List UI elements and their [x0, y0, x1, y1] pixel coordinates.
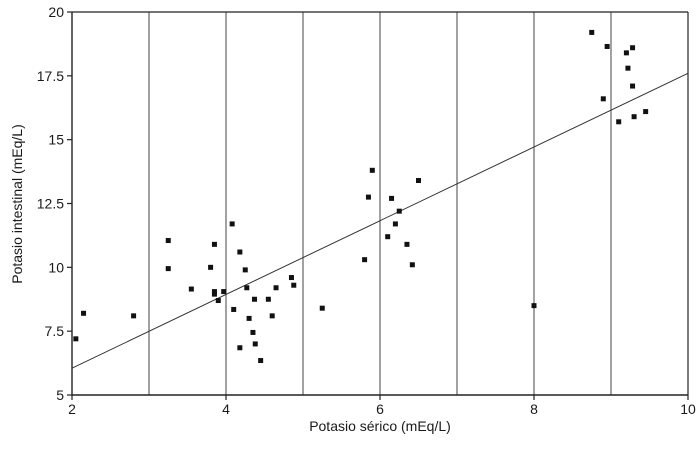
- data-point: [369, 167, 375, 173]
- data-point: [131, 313, 137, 319]
- data-point: [631, 114, 637, 120]
- data-point: [229, 221, 235, 227]
- data-point: [251, 296, 257, 302]
- data-point: [269, 313, 275, 319]
- x-tick-label: 4: [222, 401, 230, 417]
- y-tick-label: 12.5: [37, 196, 64, 212]
- data-point: [211, 291, 217, 297]
- data-point: [589, 29, 595, 35]
- data-point: [73, 336, 79, 342]
- labels-layer: 5 7.5 10 12.5 15 17.5 20 2 4 6 8 10: [37, 4, 696, 417]
- data-point: [242, 267, 248, 273]
- fit-layer: [71, 72, 689, 369]
- data-point: [600, 96, 606, 102]
- data-point: [165, 266, 171, 272]
- data-point: [211, 241, 217, 247]
- data-point: [250, 329, 256, 335]
- data-point: [319, 305, 325, 311]
- data-point: [258, 358, 264, 364]
- data-point: [409, 262, 415, 268]
- data-point: [396, 208, 402, 214]
- data-point: [215, 298, 221, 304]
- data-point: [416, 178, 421, 184]
- data-point: [237, 249, 243, 255]
- data-point: [630, 83, 636, 89]
- x-tick-label: 10: [680, 401, 696, 417]
- data-point: [531, 303, 537, 309]
- y-axis-title: Potasio intestinal (mEq/L): [9, 124, 25, 284]
- data-point: [288, 275, 294, 281]
- data-point: [208, 264, 214, 270]
- y-tick-label: 15: [48, 132, 64, 148]
- data-point: [273, 285, 279, 291]
- data-point: [385, 234, 391, 240]
- data-point: [246, 315, 252, 321]
- points-layer: [73, 29, 649, 364]
- y-tick-label: 5: [56, 387, 64, 403]
- x-axis-title: Potasio sérico (mEq/L): [309, 418, 451, 434]
- data-point: [231, 306, 237, 312]
- y-tick-label: 7.5: [45, 323, 65, 339]
- data-point: [389, 195, 395, 201]
- data-point: [630, 45, 636, 51]
- grid-layer: [148, 12, 612, 395]
- data-point: [265, 296, 271, 302]
- y-tick-label: 17.5: [37, 68, 64, 84]
- data-point: [188, 286, 194, 292]
- data-point: [643, 109, 649, 115]
- y-tick-label: 10: [48, 259, 64, 275]
- data-point: [365, 194, 371, 200]
- data-point: [211, 289, 217, 295]
- data-point: [625, 65, 631, 71]
- data-point: [604, 43, 610, 49]
- data-point: [165, 238, 171, 244]
- data-point: [237, 345, 243, 351]
- data-point: [623, 50, 629, 56]
- axes-layer: [67, 11, 689, 400]
- data-point: [392, 221, 398, 227]
- data-point: [404, 241, 410, 247]
- data-point: [252, 341, 258, 347]
- data-point: [362, 257, 368, 263]
- x-tick-label: 8: [530, 401, 538, 417]
- y-tick-label: 20: [48, 4, 64, 20]
- data-point: [291, 282, 297, 288]
- regression-line: [71, 72, 689, 369]
- data-point: [616, 119, 622, 125]
- x-tick-label: 6: [376, 401, 384, 417]
- x-tick-label: 2: [68, 401, 76, 417]
- data-point: [244, 285, 250, 291]
- data-point: [221, 289, 227, 295]
- data-point: [81, 310, 87, 316]
